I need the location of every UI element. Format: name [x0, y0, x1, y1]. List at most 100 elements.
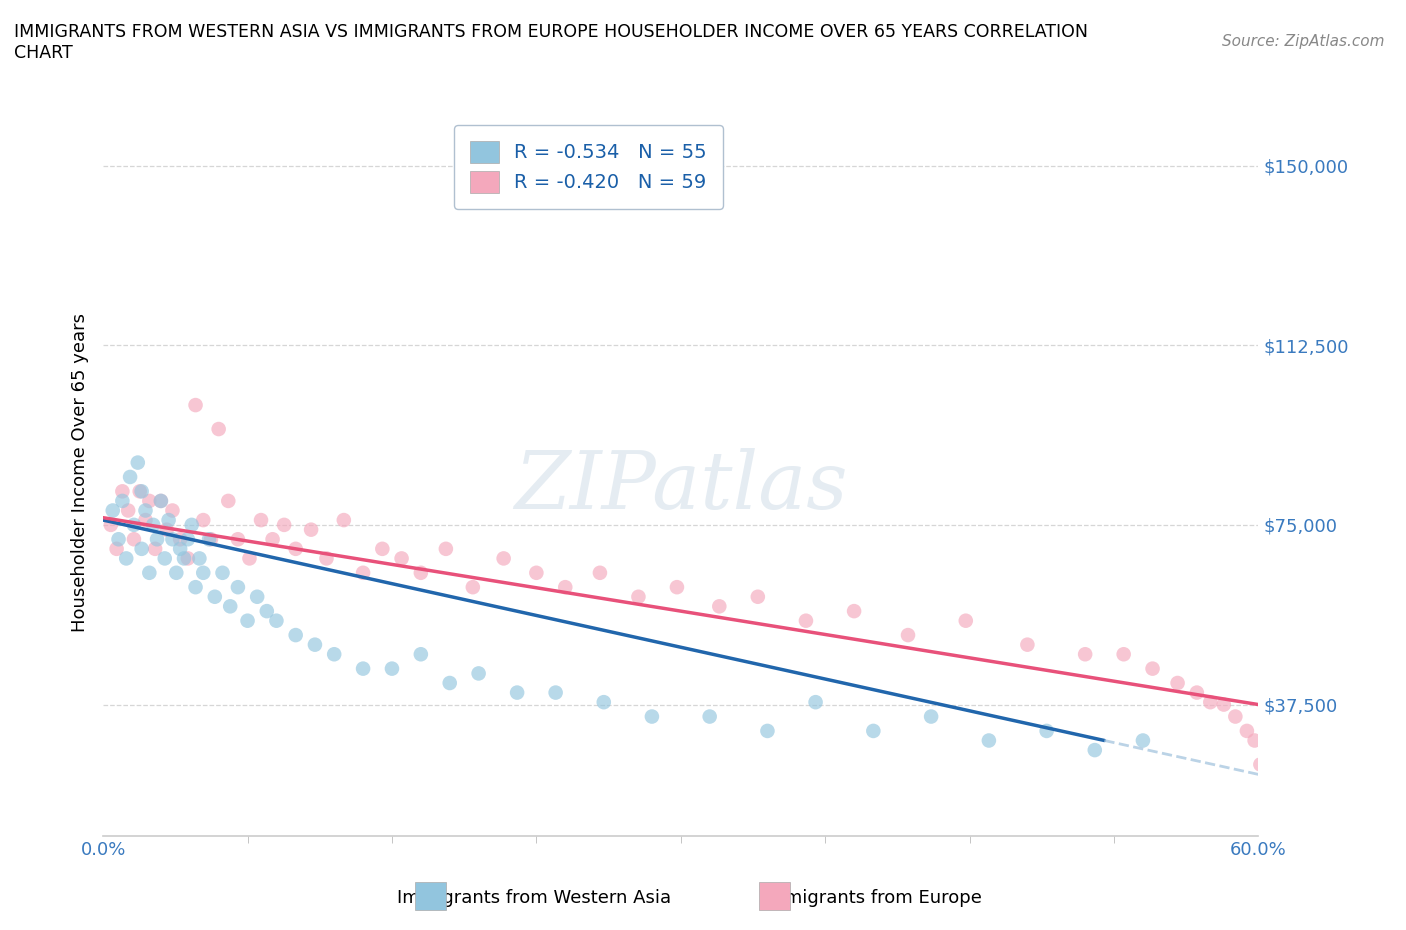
- Point: [304, 637, 326, 652]
- Point: [381, 661, 404, 676]
- Point: [665, 579, 688, 594]
- Point: [467, 666, 489, 681]
- Point: [101, 503, 124, 518]
- Point: [756, 724, 779, 738]
- Point: [1074, 646, 1097, 661]
- Point: [524, 565, 547, 580]
- Point: [100, 517, 122, 532]
- Point: [352, 565, 374, 580]
- Point: [794, 613, 817, 628]
- Point: [262, 532, 284, 547]
- Point: [105, 541, 128, 556]
- Point: [897, 628, 920, 643]
- Point: [219, 599, 242, 614]
- Point: [627, 590, 650, 604]
- Y-axis label: Householder Income Over 65 years: Householder Income Over 65 years: [72, 312, 89, 631]
- Point: [1167, 675, 1189, 690]
- Point: [862, 724, 884, 738]
- Text: ZIPatlas: ZIPatlas: [515, 448, 848, 525]
- Point: [409, 565, 432, 580]
- Point: [1243, 733, 1265, 748]
- Point: [177, 551, 200, 565]
- Point: [977, 733, 1000, 748]
- Point: [211, 565, 233, 580]
- Point: [323, 646, 346, 661]
- Point: [134, 503, 156, 518]
- Text: Immigrants from Europe: Immigrants from Europe: [762, 889, 981, 907]
- Point: [131, 484, 153, 498]
- Point: [143, 541, 166, 556]
- Point: [256, 604, 278, 618]
- Point: [1212, 698, 1234, 712]
- Point: [120, 470, 142, 485]
- Point: [284, 541, 307, 556]
- Point: [122, 517, 145, 532]
- Point: [122, 532, 145, 547]
- Point: [208, 421, 231, 436]
- Point: [226, 579, 249, 594]
- Point: [131, 541, 153, 556]
- Point: [409, 646, 432, 661]
- Point: [173, 551, 195, 565]
- Point: [198, 532, 221, 547]
- Point: [226, 532, 249, 547]
- Point: [1084, 743, 1107, 758]
- Point: [188, 551, 211, 565]
- Point: [217, 494, 239, 509]
- Point: [127, 455, 149, 470]
- Point: [165, 565, 187, 580]
- Point: [111, 484, 134, 498]
- Point: [157, 512, 180, 527]
- Point: [250, 512, 273, 527]
- Point: [193, 512, 215, 527]
- Point: [142, 517, 165, 532]
- Point: [920, 709, 942, 724]
- Point: [266, 613, 288, 628]
- Point: [162, 532, 184, 547]
- Point: [193, 565, 215, 580]
- Text: Immigrants from Western Asia: Immigrants from Western Asia: [398, 889, 671, 907]
- Point: [236, 613, 259, 628]
- Point: [699, 709, 721, 724]
- Text: Source: ZipAtlas.com: Source: ZipAtlas.com: [1222, 34, 1385, 49]
- Point: [177, 532, 200, 547]
- Point: [169, 532, 191, 547]
- Point: [117, 503, 139, 518]
- Point: [371, 541, 394, 556]
- Point: [439, 675, 461, 690]
- Point: [1258, 805, 1281, 820]
- Point: [391, 551, 413, 565]
- Point: [200, 532, 222, 547]
- Point: [1185, 685, 1208, 700]
- Point: [842, 604, 865, 618]
- Point: [246, 590, 269, 604]
- Point: [134, 512, 156, 527]
- Point: [1112, 646, 1135, 661]
- Point: [747, 590, 769, 604]
- Point: [492, 551, 515, 565]
- Point: [162, 503, 184, 518]
- Point: [299, 523, 322, 538]
- Point: [273, 517, 295, 532]
- Point: [592, 695, 614, 710]
- Point: [1142, 661, 1164, 676]
- Legend: R = -0.534   N = 55, R = -0.420   N = 59: R = -0.534 N = 55, R = -0.420 N = 59: [454, 125, 723, 209]
- Point: [1017, 637, 1039, 652]
- Point: [554, 579, 576, 594]
- Point: [146, 532, 169, 547]
- Text: IMMIGRANTS FROM WESTERN ASIA VS IMMIGRANTS FROM EUROPE HOUSEHOLDER INCOME OVER 6: IMMIGRANTS FROM WESTERN ASIA VS IMMIGRAN…: [14, 23, 1088, 62]
- Point: [156, 523, 179, 538]
- Point: [709, 599, 731, 614]
- Point: [128, 484, 150, 498]
- Point: [111, 494, 134, 509]
- Point: [589, 565, 612, 580]
- Point: [184, 579, 207, 594]
- Point: [204, 590, 226, 604]
- Point: [115, 551, 138, 565]
- Point: [107, 532, 129, 547]
- Point: [352, 661, 374, 676]
- Point: [333, 512, 356, 527]
- Point: [1132, 733, 1154, 748]
- Point: [238, 551, 260, 565]
- Point: [184, 398, 207, 413]
